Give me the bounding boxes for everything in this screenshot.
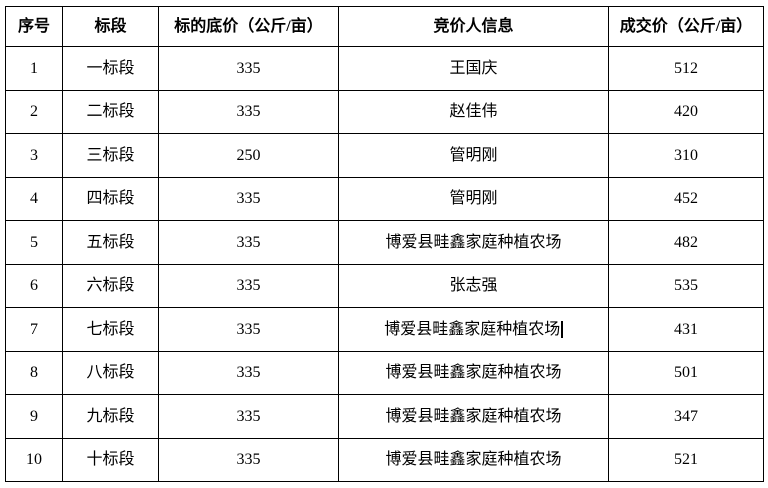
table-row: 1 一标段 335 王国庆 512 — [5, 46, 764, 91]
cell-base-price[interactable]: 335 — [158, 220, 339, 265]
header-serial-number[interactable]: 序号 — [5, 6, 63, 47]
cell-base-price[interactable]: 335 — [158, 176, 339, 221]
cell-base-price[interactable]: 335 — [158, 307, 339, 352]
cell-base-price[interactable]: 250 — [158, 133, 339, 178]
cell-final-price[interactable]: 501 — [608, 350, 764, 395]
cell-serial[interactable]: 5 — [5, 220, 63, 265]
cell-final-price[interactable]: 310 — [608, 133, 764, 178]
table-header-row: 序号 标段 标的底价（公斤/亩） 竞价人信息 成交价（公斤/亩） — [5, 6, 764, 47]
header-bidder-info[interactable]: 竞价人信息 — [338, 6, 609, 47]
cell-bidder[interactable]: 张志强 — [338, 263, 609, 308]
cell-final-price[interactable]: 482 — [608, 220, 764, 265]
table-row: 7 七标段 335 博爱县畦鑫家庭种植农场 431 — [5, 307, 764, 352]
cell-bidder-text: 博爱县畦鑫家庭种植农场 — [384, 320, 561, 338]
cell-section[interactable]: 二标段 — [62, 89, 159, 134]
cell-final-price[interactable]: 521 — [608, 437, 764, 482]
cell-bidder[interactable]: 王国庆 — [338, 46, 609, 91]
cell-base-price[interactable]: 335 — [158, 89, 339, 134]
bid-results-table: 序号 标段 标的底价（公斤/亩） 竞价人信息 成交价（公斤/亩） 1 一标段 3… — [5, 6, 764, 482]
table-row: 10 十标段 335 博爱县畦鑫家庭种植农场 521 — [5, 437, 764, 482]
table-row: 9 九标段 335 博爱县畦鑫家庭种植农场 347 — [5, 394, 764, 439]
cell-serial[interactable]: 10 — [5, 437, 63, 482]
cell-section[interactable]: 八标段 — [62, 350, 159, 395]
table-row: 5 五标段 335 博爱县畦鑫家庭种植农场 482 — [5, 220, 764, 265]
header-final-price[interactable]: 成交价（公斤/亩） — [608, 6, 764, 47]
cell-final-price[interactable]: 452 — [608, 176, 764, 221]
cell-bidder[interactable]: 博爱县畦鑫家庭种植农场 — [338, 350, 609, 395]
cell-serial[interactable]: 4 — [5, 176, 63, 221]
table-row: 4 四标段 335 管明刚 452 — [5, 176, 764, 221]
cell-section[interactable]: 三标段 — [62, 133, 159, 178]
cell-final-price[interactable]: 431 — [608, 307, 764, 352]
cell-section[interactable]: 六标段 — [62, 263, 159, 308]
table-row: 8 八标段 335 博爱县畦鑫家庭种植农场 501 — [5, 350, 764, 395]
cell-final-price[interactable]: 535 — [608, 263, 764, 308]
cell-section[interactable]: 四标段 — [62, 176, 159, 221]
cell-serial[interactable]: 6 — [5, 263, 63, 308]
header-base-price[interactable]: 标的底价（公斤/亩） — [158, 6, 339, 47]
cell-serial[interactable]: 1 — [5, 46, 63, 91]
cell-serial[interactable]: 8 — [5, 350, 63, 395]
cell-section[interactable]: 一标段 — [62, 46, 159, 91]
table-row: 2 二标段 335 赵佳伟 420 — [5, 89, 764, 134]
cell-bidder[interactable]: 管明刚 — [338, 176, 609, 221]
cell-bidder[interactable]: 博爱县畦鑫家庭种植农场 — [338, 394, 609, 439]
cell-bidder[interactable]: 博爱县畦鑫家庭种植农场 — [338, 220, 609, 265]
cell-serial[interactable]: 9 — [5, 394, 63, 439]
cell-section[interactable]: 九标段 — [62, 394, 159, 439]
cell-base-price[interactable]: 335 — [158, 350, 339, 395]
cell-section[interactable]: 七标段 — [62, 307, 159, 352]
cell-serial[interactable]: 2 — [5, 89, 63, 134]
cell-final-price[interactable]: 347 — [608, 394, 764, 439]
table-row: 3 三标段 250 管明刚 310 — [5, 133, 764, 178]
cell-bidder[interactable]: 博爱县畦鑫家庭种植农场 — [338, 307, 609, 352]
cell-base-price[interactable]: 335 — [158, 263, 339, 308]
cell-bidder[interactable]: 赵佳伟 — [338, 89, 609, 134]
cell-final-price[interactable]: 420 — [608, 89, 764, 134]
text-cursor — [561, 321, 563, 339]
cell-section[interactable]: 十标段 — [62, 437, 159, 482]
cell-serial[interactable]: 7 — [5, 307, 63, 352]
table-row: 6 六标段 335 张志强 535 — [5, 263, 764, 308]
cell-final-price[interactable]: 512 — [608, 46, 764, 91]
cell-section[interactable]: 五标段 — [62, 220, 159, 265]
cell-bidder[interactable]: 管明刚 — [338, 133, 609, 178]
cell-bidder[interactable]: 博爱县畦鑫家庭种植农场 — [338, 437, 609, 482]
cell-base-price[interactable]: 335 — [158, 394, 339, 439]
cell-base-price[interactable]: 335 — [158, 46, 339, 91]
header-section[interactable]: 标段 — [62, 6, 159, 47]
cell-serial[interactable]: 3 — [5, 133, 63, 178]
cell-base-price[interactable]: 335 — [158, 437, 339, 482]
